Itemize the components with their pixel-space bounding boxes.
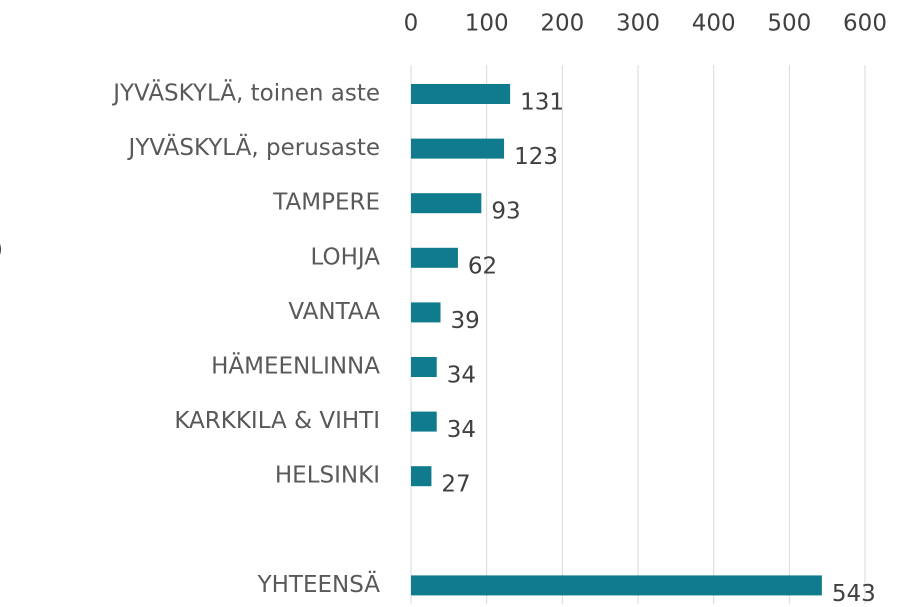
bar [411, 193, 482, 214]
data-label: 62 [468, 253, 497, 279]
data-label: 543 [832, 581, 876, 607]
y-tick-label: YHTEENSÄ [257, 570, 381, 598]
y-tick-label: JYVÄSKYLÄ, toinen aste [111, 79, 380, 107]
x-tick-label: 600 [843, 11, 887, 37]
bar [411, 411, 437, 432]
y-tick-label: VANTAA [288, 299, 380, 325]
bar [411, 357, 437, 377]
x-tick-label: 500 [767, 11, 811, 37]
data-label: 34 [447, 363, 476, 389]
y-tick-label: HÄMEENLINNA [211, 352, 380, 380]
bar [411, 302, 441, 323]
y-tick-label: LOHJA [310, 244, 380, 270]
x-tick-label: 400 [692, 11, 736, 37]
data-label: 39 [451, 308, 480, 334]
x-tick-label: 200 [540, 11, 584, 37]
x-tick-label: 300 [616, 11, 660, 37]
y-tick-label: JYVÄSKYLÄ, perusaste [127, 133, 380, 161]
bar [411, 466, 432, 487]
x-tick-label: 0 [404, 11, 419, 37]
y-tick-label: HELSINKI [275, 463, 380, 489]
y-tick-label: TAMPERE [272, 190, 380, 216]
data-label: 123 [514, 144, 558, 170]
x-tick-label: 100 [465, 11, 509, 37]
bar [411, 138, 505, 159]
bar [411, 575, 822, 596]
y-tick-label: KARKKILA & VIHTI [174, 408, 380, 434]
bar [411, 84, 511, 104]
bar [411, 247, 458, 268]
data-label: 27 [441, 472, 470, 498]
data-label: 131 [520, 90, 564, 116]
annotation: ) [0, 237, 3, 263]
data-label: 93 [491, 199, 520, 225]
data-label: 34 [447, 417, 476, 443]
